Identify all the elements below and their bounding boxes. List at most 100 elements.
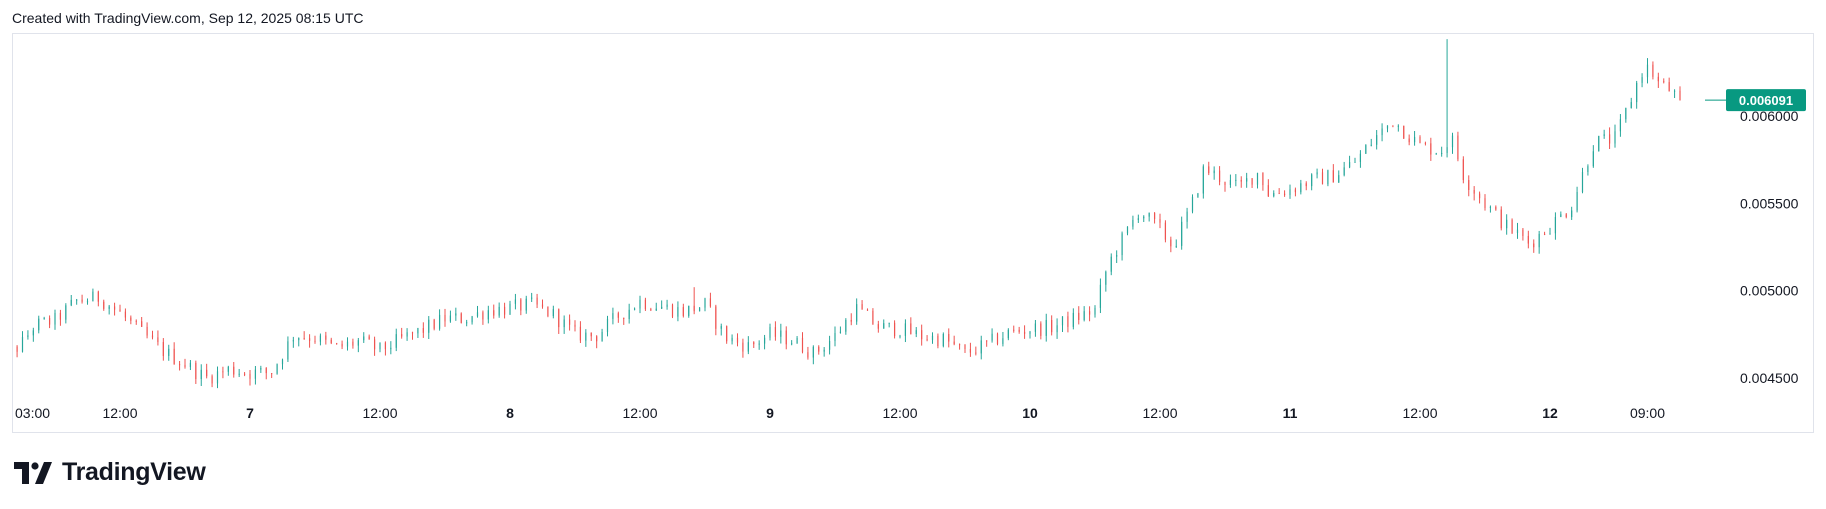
candle-body bbox=[666, 304, 668, 307]
candle-body bbox=[21, 337, 24, 352]
candle-body bbox=[1576, 191, 1578, 211]
chart-panel[interactable] bbox=[12, 33, 1814, 433]
candle-body bbox=[639, 299, 641, 309]
candle bbox=[606, 315, 609, 337]
candle-body bbox=[1061, 316, 1064, 326]
candle-body bbox=[612, 313, 614, 319]
candle-body bbox=[1083, 311, 1085, 320]
candle-body bbox=[785, 330, 787, 345]
candle bbox=[390, 341, 392, 355]
candle bbox=[308, 334, 311, 348]
candle-body bbox=[162, 342, 164, 356]
candle-body bbox=[108, 306, 110, 309]
candle bbox=[325, 331, 327, 345]
candle bbox=[1543, 231, 1546, 236]
candle-body bbox=[1002, 338, 1004, 344]
candle-body bbox=[1516, 229, 1519, 233]
candle bbox=[1121, 231, 1123, 261]
candle-body bbox=[281, 359, 284, 365]
candle-body bbox=[1397, 125, 1399, 127]
candle bbox=[709, 292, 712, 308]
candle bbox=[1105, 270, 1107, 292]
price-axis[interactable]: 0.006000 0.005500 0.005000 0.004500 bbox=[1740, 108, 1799, 386]
candle-body bbox=[422, 328, 424, 333]
candle-body bbox=[969, 348, 972, 353]
candle bbox=[157, 330, 159, 346]
candle bbox=[639, 295, 641, 314]
candle bbox=[1132, 215, 1134, 230]
candle bbox=[1251, 178, 1253, 188]
candle bbox=[428, 316, 430, 340]
candle bbox=[70, 295, 72, 307]
candle-body bbox=[1625, 108, 1627, 120]
candle bbox=[1116, 250, 1118, 264]
candle-body bbox=[1343, 167, 1345, 176]
candle bbox=[942, 332, 944, 348]
candle-body bbox=[1218, 170, 1221, 182]
brand-logo[interactable]: TradingView bbox=[14, 458, 206, 487]
candle-body bbox=[1202, 166, 1204, 194]
candle bbox=[1489, 205, 1492, 213]
candle bbox=[1256, 172, 1259, 189]
time-tick-label: 12:00 bbox=[1142, 405, 1177, 421]
candle bbox=[921, 324, 923, 346]
candle bbox=[1045, 313, 1047, 342]
candle bbox=[401, 327, 403, 339]
candle-body bbox=[834, 332, 836, 342]
candle-body bbox=[43, 318, 45, 320]
candle-body bbox=[1527, 235, 1529, 244]
candle-body bbox=[1500, 209, 1502, 229]
candle-body bbox=[438, 314, 441, 329]
candle-body bbox=[222, 371, 224, 373]
candle bbox=[601, 328, 603, 342]
candle-body bbox=[1435, 153, 1437, 155]
candle bbox=[1143, 215, 1145, 222]
candle-body bbox=[975, 352, 977, 354]
candle-body bbox=[1608, 134, 1611, 144]
candle bbox=[238, 368, 240, 378]
candle bbox=[411, 331, 414, 340]
candle-body bbox=[1332, 170, 1334, 183]
candle-body bbox=[845, 319, 847, 332]
candle-body bbox=[76, 299, 78, 301]
candle-body bbox=[1181, 221, 1183, 246]
candle bbox=[1679, 86, 1681, 101]
candle-body bbox=[70, 299, 72, 306]
candle-body bbox=[958, 344, 961, 346]
candle bbox=[650, 307, 652, 312]
candle bbox=[1625, 107, 1627, 123]
candle bbox=[1240, 176, 1242, 188]
candle-body bbox=[341, 343, 343, 347]
candle bbox=[1646, 58, 1649, 84]
candle-body bbox=[904, 323, 907, 336]
candle bbox=[1386, 125, 1389, 133]
candle-body bbox=[1441, 152, 1443, 154]
candle bbox=[346, 337, 349, 351]
candle-body bbox=[395, 334, 397, 348]
candle bbox=[1663, 78, 1665, 84]
candle-body bbox=[1468, 180, 1470, 190]
candle-body bbox=[368, 336, 370, 340]
candle-body bbox=[736, 337, 739, 343]
candle bbox=[86, 298, 89, 305]
candle bbox=[931, 332, 934, 344]
candle-body bbox=[720, 326, 722, 329]
candle bbox=[1603, 129, 1605, 139]
candle-body bbox=[97, 291, 99, 302]
candle bbox=[1608, 127, 1611, 149]
candle bbox=[1051, 315, 1053, 336]
candle-body bbox=[1543, 233, 1546, 235]
candle-body bbox=[623, 317, 625, 320]
last-price-badge bbox=[1726, 89, 1806, 112]
candle bbox=[1522, 228, 1524, 241]
candle-body bbox=[763, 337, 766, 344]
candle bbox=[1506, 214, 1508, 235]
candle bbox=[1213, 166, 1215, 180]
candle-body bbox=[731, 337, 733, 342]
candle-body bbox=[1327, 170, 1329, 185]
candle-body bbox=[1051, 320, 1053, 333]
candle-body bbox=[514, 299, 517, 304]
time-axis[interactable]: 03:00 12:00 7 12:00 8 12:00 9 12:00 10 12:00 11 12:… bbox=[15, 405, 1665, 421]
candle bbox=[1153, 212, 1156, 224]
